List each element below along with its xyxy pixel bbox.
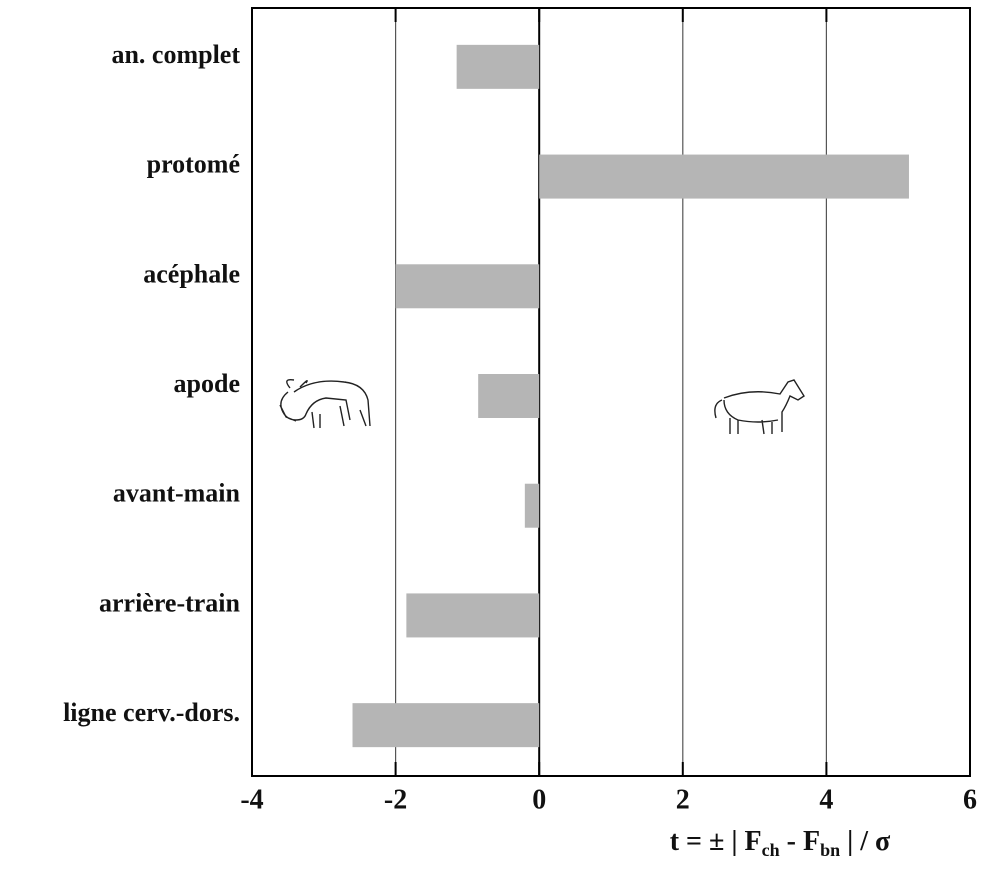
- x-axis-label-part: t = ± | F: [670, 826, 762, 857]
- x-tick-label: -2: [384, 784, 407, 815]
- plot-frame: [251, 7, 971, 777]
- x-axis-label-part: | / σ: [840, 826, 891, 857]
- bar: [352, 703, 540, 748]
- bison-icon: [279, 378, 371, 429]
- y-tick-label: acéphale: [143, 259, 240, 288]
- bar: [524, 483, 540, 528]
- bar: [539, 154, 909, 199]
- y-tick-label: apode: [174, 369, 240, 398]
- bar: [478, 374, 540, 418]
- x-tick-label: 2: [676, 784, 690, 815]
- x-tick-label: -4: [240, 784, 263, 815]
- y-tick-label: avant-main: [113, 479, 241, 508]
- horse-icon: [714, 379, 805, 435]
- bar: [395, 264, 540, 309]
- y-tick-label: arrière-train: [99, 588, 241, 617]
- x-tick-label: 6: [963, 784, 977, 815]
- x-tick-label: 0: [532, 784, 546, 815]
- bar: [406, 593, 540, 638]
- bar: [456, 44, 540, 89]
- y-tick-label: protomé: [147, 150, 240, 179]
- x-axis-label-subscript: bn: [820, 840, 840, 860]
- x-axis-label-part: - F: [780, 826, 820, 857]
- y-tick-label: ligne cerv.-dors.: [63, 698, 240, 727]
- x-axis-label-subscript: ch: [762, 840, 780, 860]
- y-tick-label: an. complet: [111, 40, 240, 69]
- x-axis-label: t = ± | Fch - Fbn | / σ: [670, 826, 891, 860]
- x-tick-label: 4: [819, 784, 833, 815]
